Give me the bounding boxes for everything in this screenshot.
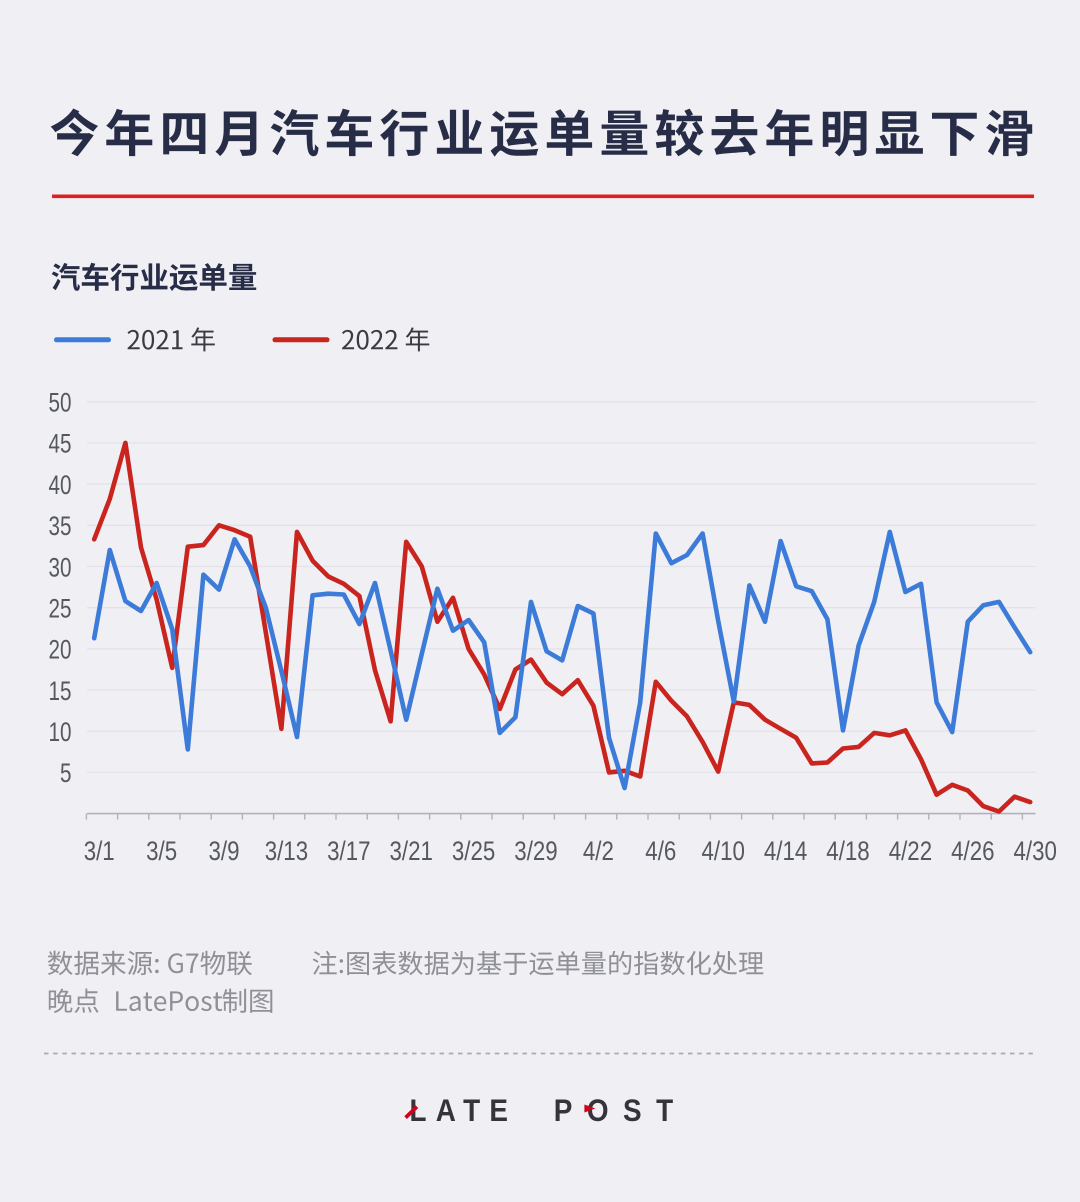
- svg-text:25: 25: [49, 594, 72, 624]
- svg-text:50: 50: [49, 388, 72, 418]
- svg-text:3/5: 3/5: [146, 836, 177, 867]
- svg-text:3/29: 3/29: [514, 836, 557, 867]
- svg-text:3/25: 3/25: [452, 836, 495, 867]
- svg-text:45: 45: [49, 429, 72, 459]
- svg-text:LATE: LATE: [410, 1093, 518, 1128]
- svg-text:4/2: 4/2: [583, 836, 614, 867]
- svg-text:35: 35: [49, 511, 72, 541]
- svg-text:3/1: 3/1: [84, 836, 115, 867]
- svg-text:20: 20: [49, 635, 72, 665]
- svg-text:5: 5: [60, 759, 71, 789]
- svg-text:4/10: 4/10: [702, 836, 745, 867]
- svg-text:3/17: 3/17: [327, 836, 370, 867]
- svg-text:3/21: 3/21: [390, 836, 433, 867]
- svg-text:10: 10: [49, 717, 72, 747]
- svg-text:POST: POST: [554, 1093, 688, 1128]
- svg-text:4/22: 4/22: [889, 836, 932, 867]
- svg-text:3/9: 3/9: [209, 836, 240, 867]
- svg-text:4/14: 4/14: [764, 836, 808, 867]
- svg-text:40: 40: [49, 470, 72, 500]
- svg-text:3/13: 3/13: [265, 836, 308, 867]
- svg-text:4/18: 4/18: [826, 836, 869, 867]
- svg-text:4/6: 4/6: [645, 836, 676, 867]
- svg-text:4/30: 4/30: [1014, 836, 1057, 867]
- svg-text:15: 15: [49, 676, 72, 706]
- svg-text:4/26: 4/26: [951, 836, 994, 867]
- svg-text:30: 30: [49, 553, 72, 583]
